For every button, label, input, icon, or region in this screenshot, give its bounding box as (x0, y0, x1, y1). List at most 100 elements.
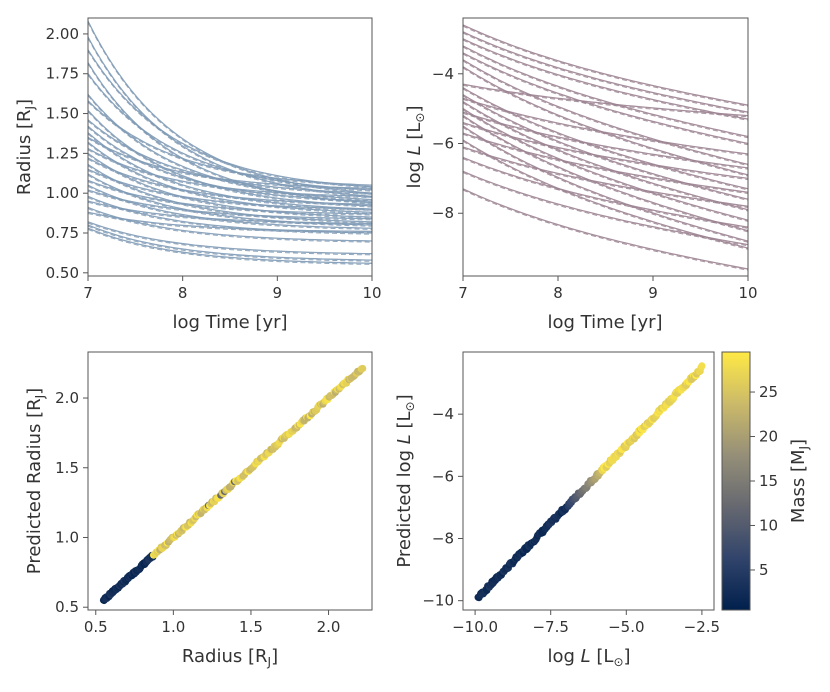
radius-time-axes-frame (87, 17, 373, 277)
luminosity-prediction-line (462, 60, 749, 167)
colorbar-tick-label: 5 (759, 561, 769, 579)
radius-tracks (87, 20, 373, 265)
radius-prediction-xtick-label: 1.5 (239, 618, 263, 636)
luminosity-time-xtick-label: 8 (553, 284, 563, 302)
luminosity-track-line (462, 59, 749, 166)
radius-track-line (87, 221, 373, 255)
radius-track-line (87, 163, 373, 223)
luminosity-time-ytick-label: −4 (432, 65, 454, 83)
radius-track-line (87, 157, 373, 205)
colorbar-label: Mass [MJ] (788, 439, 811, 523)
luminosity-prediction-line (462, 158, 749, 229)
radius-prediction-ytick-label: 2.0 (55, 389, 79, 407)
radius-prediction-axes-frame (87, 351, 373, 611)
luminosity-time-ytick-label: −8 (432, 204, 454, 222)
luminosity-track-line (462, 83, 749, 117)
radius-time-ytick-label: 1.00 (46, 184, 79, 202)
mass-colorbar: 5 10 15 20 25 Mass [MJ] (721, 351, 811, 611)
luminosity-prediction-line (462, 88, 749, 191)
radius-time-xtick-label: 8 (178, 284, 188, 302)
radius-time-ytick-label: 2.00 (46, 25, 79, 43)
radius-prediction-line (87, 181, 373, 216)
colorbar-gradient (721, 351, 751, 611)
radius-prediction-panel: 0.5 1.0 1.5 2.0 0.5 1.0 1.5 2.0 Radius [RJ] Pre… (24, 351, 373, 669)
radius-prediction-line (87, 149, 373, 199)
luminosity-track-line (462, 45, 749, 138)
luminosity-prediction-line (462, 140, 749, 250)
luminosity-prediction-ytick-label: −4 (432, 405, 454, 423)
radius-prediction-points (99, 364, 367, 605)
radius-prediction-line (87, 170, 373, 211)
luminosity-prediction-line (462, 147, 749, 208)
luminosity-track-line (462, 52, 749, 145)
luminosity-prediction-line (462, 102, 749, 212)
luminosity-track-line (462, 38, 749, 120)
radius-prediction-line (87, 22, 373, 195)
radius-prediction-ytick-label: 1.0 (55, 528, 79, 546)
luminosity-prediction-point (698, 362, 706, 370)
radius-time-ytick-label: 0.50 (46, 264, 79, 282)
luminosity-time-ylabel: log L [L⊙] (404, 105, 427, 188)
radius-track-line (87, 148, 373, 198)
radius-prediction-line (87, 138, 373, 191)
radius-prediction-line (87, 228, 373, 265)
luminosity-prediction-line (462, 123, 749, 181)
radius-prediction-xtick-label: 0.5 (84, 618, 108, 636)
radius-track-line (87, 224, 373, 261)
radius-prediction-line (87, 120, 373, 195)
radius-prediction-line (87, 213, 373, 234)
radius-prediction-line (87, 185, 373, 230)
luminosity-time-xtick-label: 9 (648, 284, 658, 302)
radius-time-ytick-label: 1.75 (46, 65, 79, 83)
radius-track-line (87, 141, 373, 213)
luminosity-prediction-line (462, 98, 749, 156)
luminosity-track-line (462, 121, 749, 180)
luminosity-prediction-line (462, 95, 749, 201)
radius-prediction-line (87, 225, 373, 262)
luminosity-time-xtick-label: 10 (738, 284, 757, 302)
luminosity-prediction-ytick-label: −6 (432, 467, 454, 485)
radius-track-line (87, 136, 373, 190)
radius-track-line (87, 152, 373, 218)
luminosity-prediction-line (462, 67, 749, 177)
luminosity-prediction-line (462, 172, 749, 247)
radius-prediction-line (87, 208, 373, 243)
radius-time-xtick-label: 10 (362, 284, 381, 302)
radius-prediction-line (87, 143, 373, 214)
radius-prediction-line (87, 174, 373, 227)
luminosity-prediction-line (462, 53, 749, 146)
luminosity-time-ticks: 7 8 9 10 −8 −6 −4 (432, 65, 758, 302)
luminosity-prediction-line (462, 32, 749, 114)
luminosity-track-line (462, 111, 749, 169)
luminosity-prediction-line (462, 39, 749, 121)
radius-track-line (87, 211, 373, 233)
luminosity-prediction-xlabel: log L [L⊙] (547, 646, 630, 669)
radius-prediction-ytick-label: 1.5 (55, 459, 79, 477)
luminosity-prediction-xtick-label: −10.0 (452, 618, 498, 636)
radius-track-line (87, 168, 373, 210)
luminosity-track-line (462, 115, 749, 232)
radius-prediction-ytick-label: 0.5 (55, 598, 79, 616)
luminosity-prediction-ytick-label: −10 (422, 592, 454, 610)
luminosity-time-ytick-label: −6 (432, 135, 454, 153)
radius-time-ytick-label: 0.75 (46, 224, 79, 242)
luminosity-track-line (462, 125, 749, 242)
radius-time-ytick-label: 1.50 (46, 105, 79, 123)
colorbar-tick-label: 25 (759, 383, 778, 401)
colorbar-ticks: 5 10 15 20 25 (750, 383, 778, 579)
luminosity-tracks (462, 24, 749, 271)
radius-prediction-ylabel: Predicted Radius [RJ] (24, 388, 47, 574)
radius-time-ticks: 7 8 9 10 0.50 0.75 1.00 1.25 1.50 1.75 2.00 (46, 25, 382, 302)
luminosity-track-line (462, 101, 749, 211)
radius-prediction-line (87, 101, 373, 187)
radius-prediction-ticks: 0.5 1.0 1.5 2.0 0.5 1.0 1.5 2.0 (55, 389, 340, 636)
radius-prediction-xtick-label: 2.0 (317, 618, 341, 636)
radius-prediction-line (87, 190, 373, 221)
luminosity-time-xlabel: log Time [yr] (547, 312, 662, 333)
luminosity-prediction-xtick-label: −5.0 (608, 618, 644, 636)
radius-track-line (87, 189, 373, 220)
radius-time-xtick-label: 7 (83, 284, 93, 302)
radius-prediction-line (87, 154, 373, 219)
radius-track-line (87, 100, 373, 186)
colorbar-tick-label: 10 (759, 516, 778, 534)
